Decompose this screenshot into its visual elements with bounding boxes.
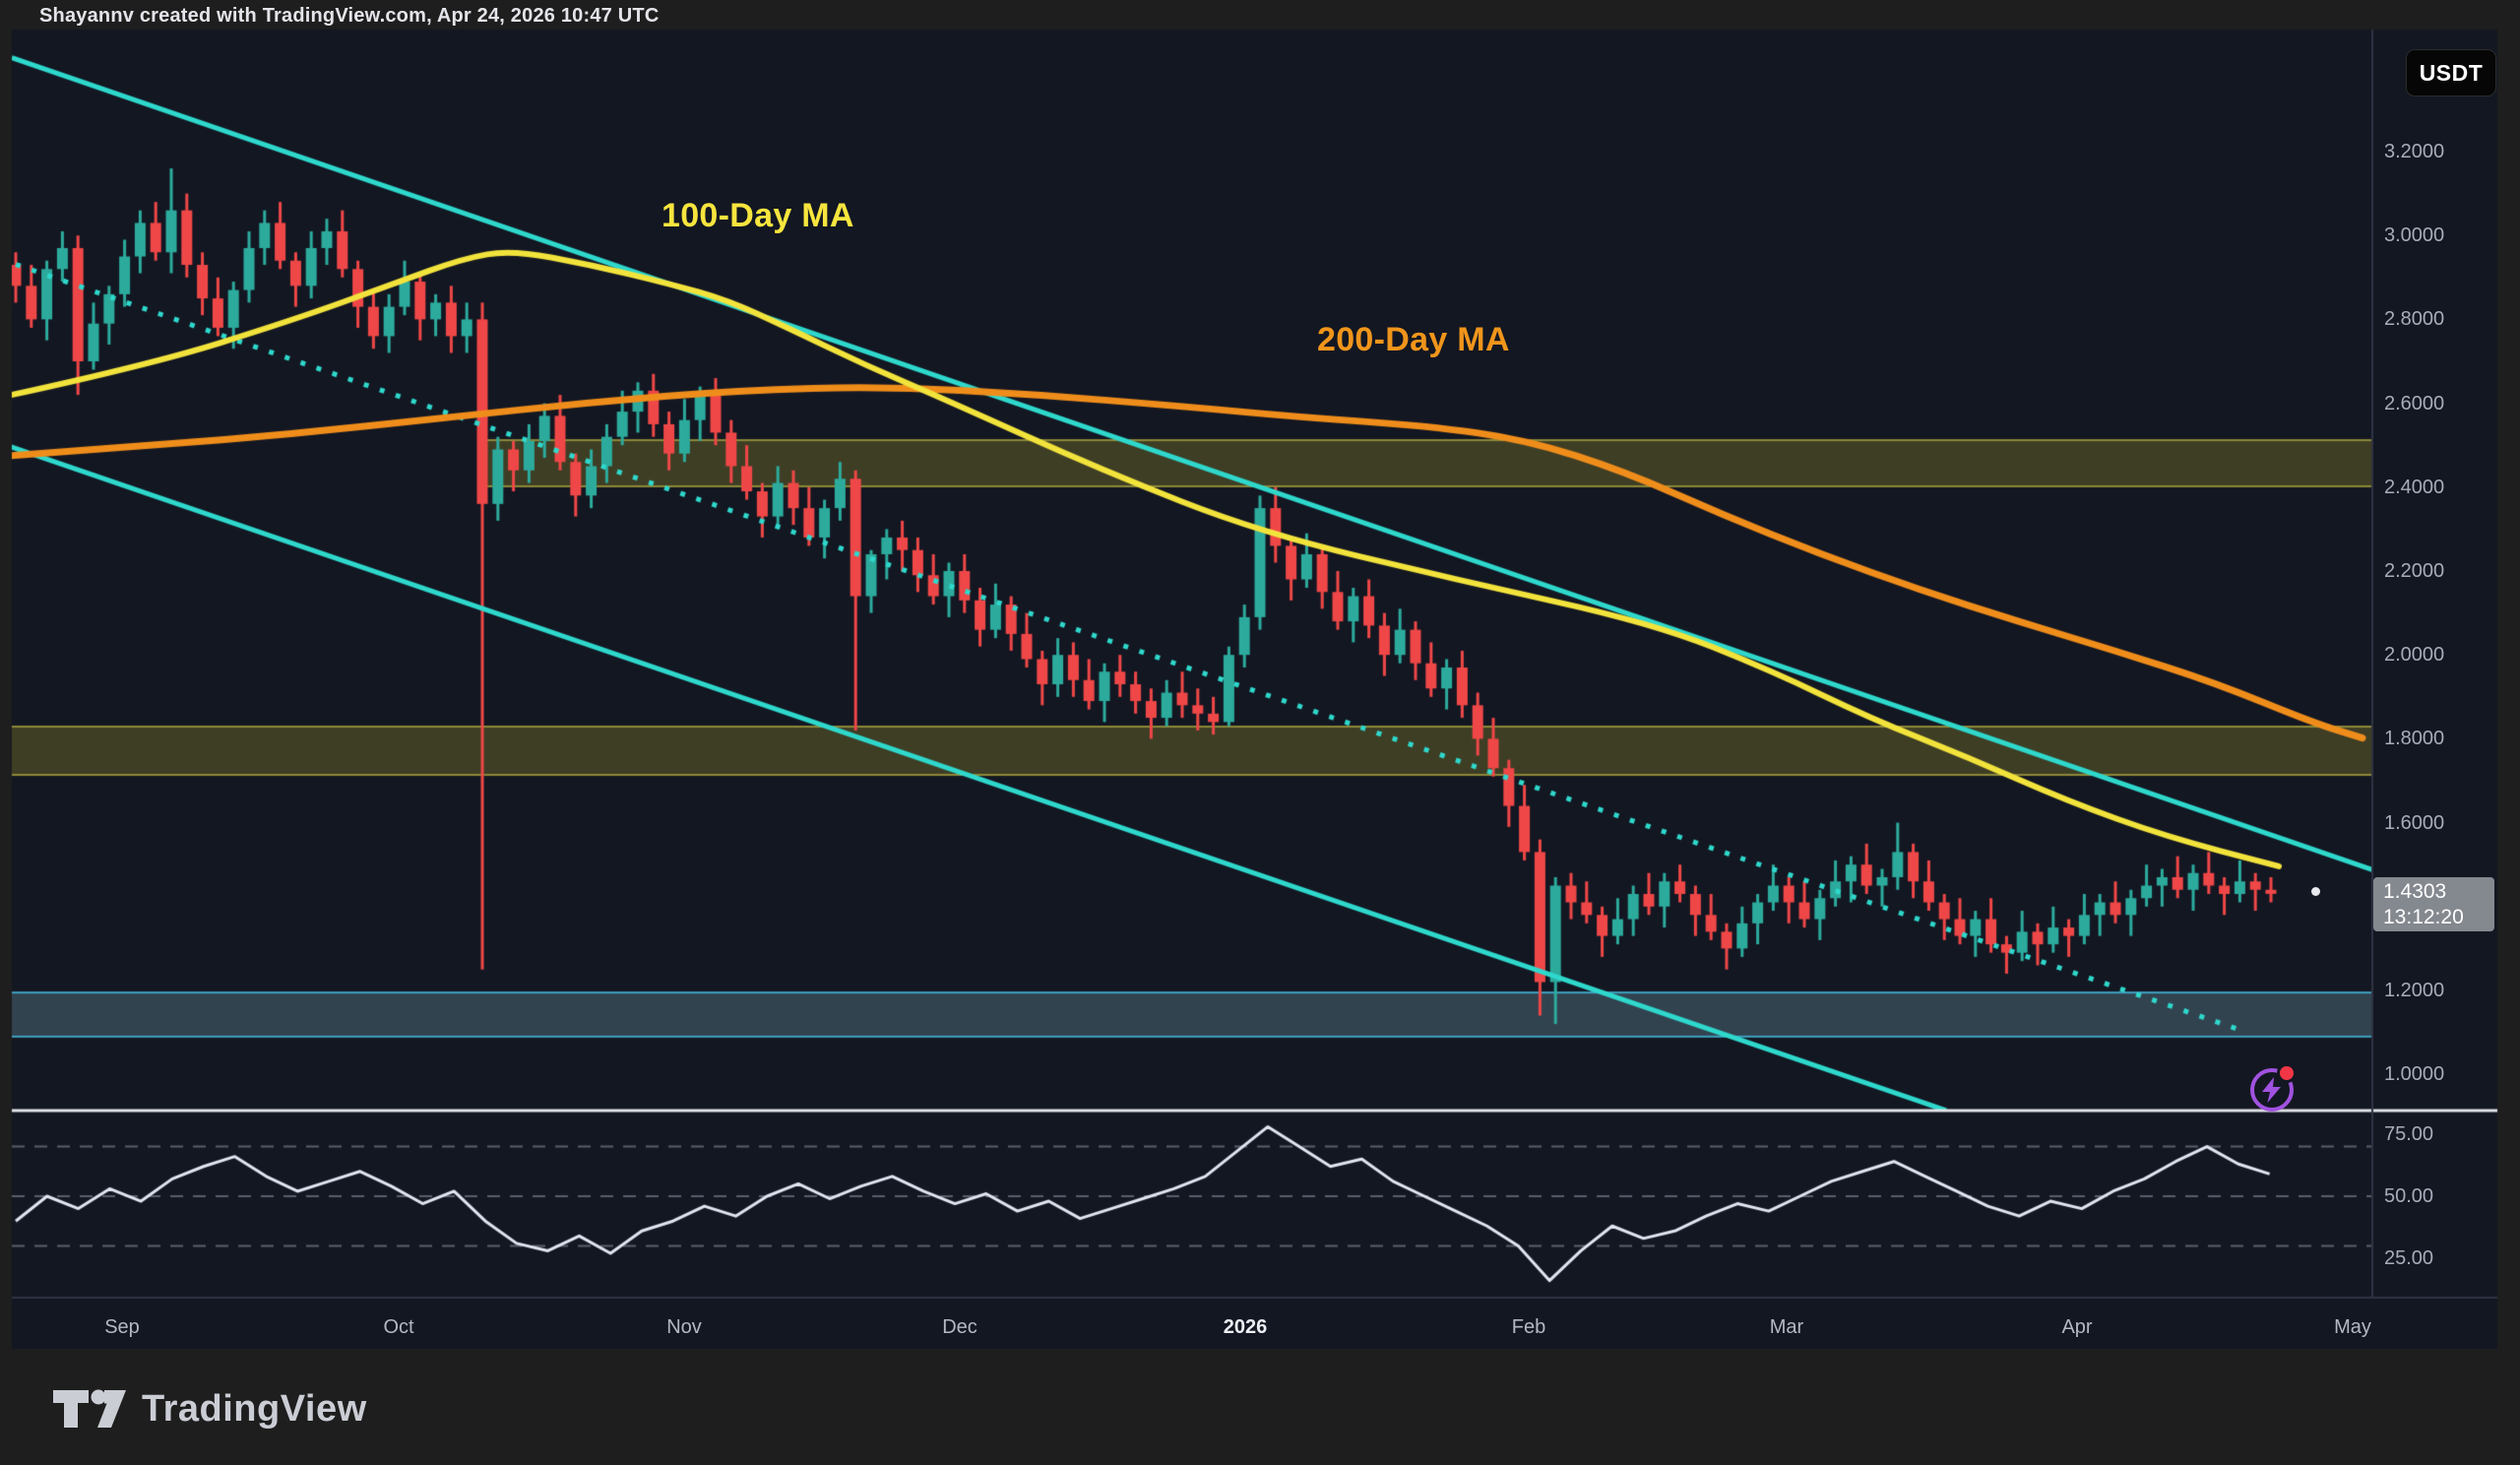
last-price-marker xyxy=(2311,887,2320,896)
price-axis-label: 1.8000 xyxy=(2384,728,2445,750)
quote-currency-badge[interactable]: USDT xyxy=(2406,49,2496,96)
tradingview-logo: TradingView xyxy=(51,1386,367,1432)
time-axis-label: Dec xyxy=(942,1316,977,1338)
price-axis-label: 3.0000 xyxy=(2384,224,2445,247)
price-axis-label: 2.8000 xyxy=(2384,308,2445,331)
lightning-bolt-icon xyxy=(2262,1077,2281,1103)
rsi-axis-label: 50.00 xyxy=(2384,1185,2434,1207)
time-axis-label: 2026 xyxy=(1223,1316,1268,1338)
price-axis-label: 2.2000 xyxy=(2384,560,2445,582)
price-axis-label: 2.4000 xyxy=(2384,476,2445,498)
tradingview-logo-mark xyxy=(53,1389,126,1428)
rsi-axis-label: 75.00 xyxy=(2384,1123,2434,1145)
bar-countdown: 13:12:20 xyxy=(2383,906,2464,928)
time-axis-label: Oct xyxy=(383,1316,414,1338)
tradingview-logo-text: TradingView xyxy=(142,1387,367,1430)
price-axis-label: 2.6000 xyxy=(2384,392,2445,414)
time-axis-label: Feb xyxy=(1511,1316,1546,1338)
price-axis-label: 1.6000 xyxy=(2384,811,2445,834)
price-axis-label: 1.0000 xyxy=(2384,1063,2445,1086)
price-axis-label: 2.0000 xyxy=(2384,644,2445,667)
time-axis-label: Nov xyxy=(666,1316,702,1338)
ma100-annotation: 100-Day MA xyxy=(662,197,854,234)
time-axis-label: Apr xyxy=(2061,1316,2093,1338)
time-axis-label: Mar xyxy=(1769,1316,1804,1338)
notification-dot xyxy=(2280,1066,2294,1080)
ma200-annotation: 200-Day MA xyxy=(1317,321,1510,358)
attribution-text: Shayannv created with TradingView.com, A… xyxy=(39,5,660,27)
price-axis-label: 1.2000 xyxy=(2384,980,2445,1001)
time-axis-label: May xyxy=(2334,1316,2371,1338)
current-price-badge: 1.4303 13:12:20 xyxy=(2373,877,2494,931)
rsi-axis-label: 25.00 xyxy=(2384,1247,2434,1269)
spark-boost-icon xyxy=(2250,1063,2297,1112)
current-price-value: 1.4303 xyxy=(2383,880,2447,903)
price-axis-label: 3.2000 xyxy=(2384,141,2445,162)
time-axis-label: Sep xyxy=(104,1316,140,1338)
